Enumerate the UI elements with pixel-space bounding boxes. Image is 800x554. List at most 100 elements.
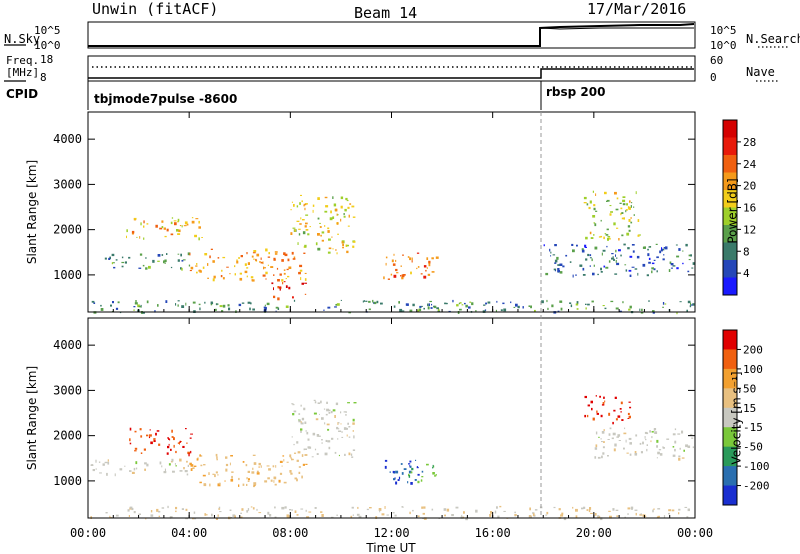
data-cell bbox=[513, 306, 516, 308]
data-cell bbox=[216, 456, 218, 459]
data-cell bbox=[575, 515, 578, 518]
data-cell bbox=[660, 248, 663, 252]
data-cell bbox=[657, 508, 661, 510]
data-cell bbox=[146, 463, 149, 467]
data-cell bbox=[155, 224, 158, 228]
data-cell bbox=[610, 300, 614, 303]
data-cell bbox=[192, 467, 195, 469]
data-cell bbox=[331, 437, 334, 440]
data-cell bbox=[250, 302, 252, 305]
data-cell bbox=[612, 421, 614, 425]
data-cell bbox=[246, 267, 249, 269]
data-cell bbox=[121, 265, 124, 268]
data-cell bbox=[317, 402, 321, 404]
data-cell bbox=[661, 247, 663, 250]
data-cell bbox=[167, 505, 169, 509]
data-cell bbox=[303, 252, 306, 254]
data-cell bbox=[596, 410, 598, 413]
data-cell bbox=[212, 278, 215, 282]
data-cell bbox=[634, 451, 637, 454]
data-cell bbox=[621, 419, 624, 421]
data-cell bbox=[327, 306, 331, 309]
data-cell bbox=[385, 256, 388, 259]
data-cell bbox=[399, 308, 403, 312]
data-cell bbox=[251, 255, 254, 258]
data-cell bbox=[240, 512, 242, 514]
data-cell bbox=[270, 479, 273, 482]
data-cell bbox=[600, 517, 603, 521]
data-cell bbox=[312, 209, 314, 213]
data-cell bbox=[423, 307, 425, 310]
data-cell bbox=[247, 301, 251, 304]
data-cell bbox=[603, 236, 605, 240]
data-cell bbox=[458, 302, 460, 305]
data-cell bbox=[532, 512, 535, 514]
data-cell bbox=[517, 305, 520, 309]
data-cell bbox=[95, 459, 97, 463]
data-cell bbox=[129, 506, 133, 509]
data-cell bbox=[284, 253, 288, 257]
data-cell bbox=[260, 257, 262, 260]
data-cell bbox=[640, 451, 643, 454]
data-cell bbox=[293, 204, 295, 207]
colorbar-swatch bbox=[723, 330, 737, 350]
data-cell bbox=[514, 511, 516, 513]
data-cell bbox=[515, 303, 518, 307]
data-cell bbox=[338, 422, 340, 424]
velocity-panel bbox=[90, 395, 694, 521]
data-cell bbox=[161, 226, 164, 228]
colorbar-tick-label: -15 bbox=[743, 421, 763, 434]
data-cell bbox=[256, 472, 260, 475]
data-cell bbox=[500, 309, 503, 312]
data-cell bbox=[289, 454, 292, 458]
data-cell bbox=[620, 212, 622, 216]
data-cell bbox=[663, 515, 666, 518]
data-cell bbox=[229, 273, 231, 275]
data-cell bbox=[461, 304, 464, 306]
data-cell bbox=[415, 459, 417, 461]
data-cell bbox=[203, 464, 206, 466]
data-cell bbox=[241, 302, 245, 304]
data-cell bbox=[105, 512, 108, 514]
data-cell bbox=[128, 256, 131, 259]
data-cell bbox=[290, 232, 293, 235]
data-cell bbox=[384, 465, 387, 469]
data-cell bbox=[590, 237, 594, 239]
data-cell bbox=[648, 257, 651, 260]
data-cell bbox=[417, 309, 420, 312]
data-cell bbox=[595, 395, 597, 397]
data-cell bbox=[629, 442, 632, 445]
data-cell bbox=[299, 264, 303, 268]
data-cell bbox=[92, 469, 95, 472]
data-cell bbox=[338, 430, 342, 432]
data-cell bbox=[273, 257, 276, 261]
data-cell bbox=[687, 270, 690, 273]
data-cell bbox=[456, 304, 459, 307]
data-cell bbox=[475, 310, 477, 312]
data-cell bbox=[587, 404, 590, 407]
data-cell bbox=[139, 428, 142, 431]
data-cell bbox=[100, 308, 104, 311]
data-cell bbox=[321, 417, 324, 420]
data-cell bbox=[220, 275, 223, 278]
data-cell bbox=[596, 412, 599, 415]
data-cell bbox=[412, 303, 415, 307]
data-cell bbox=[253, 485, 256, 488]
data-cell bbox=[670, 263, 674, 266]
data-cell bbox=[619, 202, 622, 204]
data-cell bbox=[409, 465, 412, 468]
data-cell bbox=[164, 235, 167, 238]
data-cell bbox=[148, 434, 152, 437]
data-cell bbox=[423, 265, 427, 268]
data-cell bbox=[615, 260, 617, 263]
data-cell bbox=[672, 265, 676, 267]
data-cell bbox=[357, 506, 359, 509]
data-cell bbox=[589, 257, 592, 259]
data-cell bbox=[674, 428, 677, 431]
data-cell bbox=[629, 200, 631, 203]
data-cell bbox=[373, 301, 377, 305]
data-cell bbox=[193, 465, 197, 467]
data-cell bbox=[158, 515, 160, 517]
data-cell bbox=[93, 302, 96, 304]
data-cell bbox=[201, 237, 203, 238]
